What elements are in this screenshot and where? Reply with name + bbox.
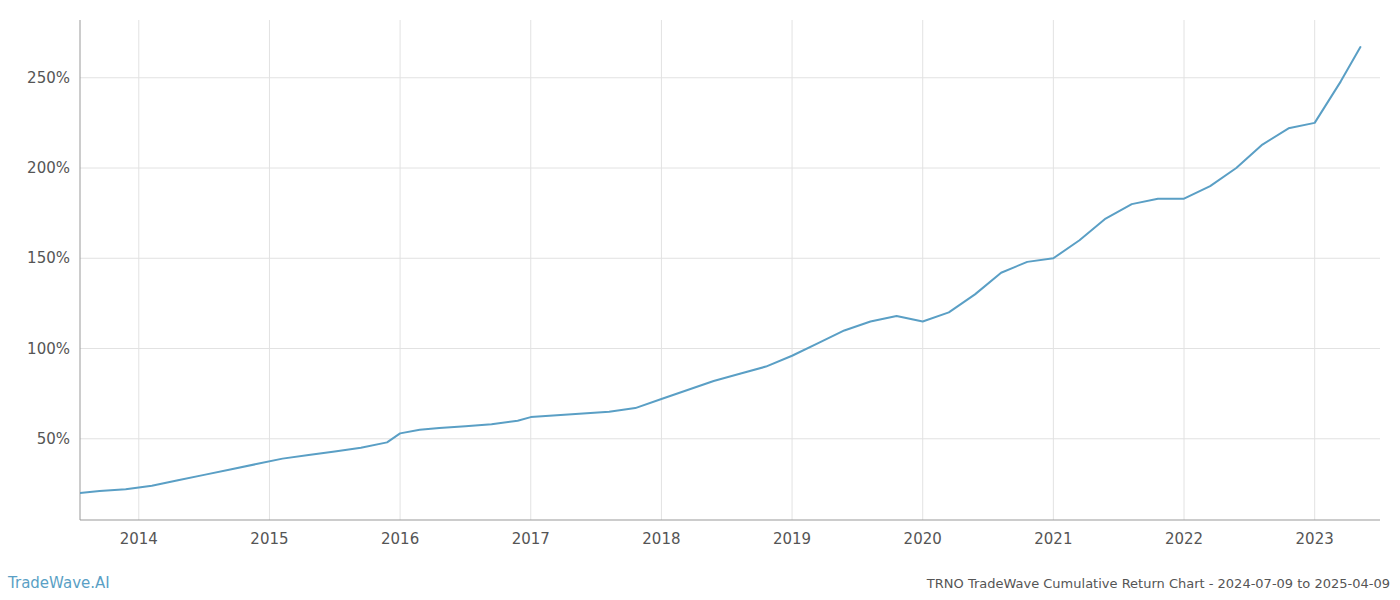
x-tick-label: 2020 — [904, 530, 942, 548]
grid — [80, 20, 1380, 520]
x-grid-line — [400, 20, 401, 520]
x-grid-line — [1053, 20, 1054, 520]
x-tick-label: 2022 — [1165, 530, 1203, 548]
x-tick-label: 2018 — [642, 530, 680, 548]
y-grid-line — [80, 438, 1380, 439]
y-grid-line — [80, 258, 1380, 259]
y-tick-label: 250% — [27, 69, 70, 87]
title: TRNO TradeWave Cumulative Return Chart -… — [926, 576, 1390, 591]
x-tick-label: 2015 — [250, 530, 288, 548]
x-tick-label: 2016 — [381, 530, 419, 548]
x-axis — [80, 520, 1380, 521]
x-grid-line — [269, 20, 270, 520]
x-tick-label: 2014 — [120, 530, 158, 548]
x-tick-label: 2019 — [773, 530, 811, 548]
y-tick-label: 150% — [27, 249, 70, 267]
y-tick-label: 50% — [37, 430, 70, 448]
x-grid-line — [922, 20, 923, 520]
y-tick-label: 100% — [27, 340, 70, 358]
x-tick-label: 2017 — [512, 530, 550, 548]
y-grid-line — [80, 77, 1380, 78]
x-grid-line — [138, 20, 139, 520]
y-grid-line — [80, 168, 1380, 169]
x-grid-line — [530, 20, 531, 520]
x-tick-label: 2023 — [1296, 530, 1334, 548]
x-grid-line — [1184, 20, 1185, 520]
x-grid-line — [661, 20, 662, 520]
x-tick-label: 2021 — [1034, 530, 1072, 548]
chart: 2014 2015 2016 2017 2018 2019 2020 2021 2022 2023… — [0, 0, 1400, 600]
line — [80, 47, 1360, 493]
y-axis — [80, 20, 81, 520]
y-tick-label: 200% — [27, 159, 70, 177]
watermark: TradeWave.AI — [7, 574, 110, 592]
x-grid-line — [1314, 20, 1315, 520]
x-grid-line — [792, 20, 793, 520]
plot-area — [80, 47, 1360, 493]
y-grid-line — [80, 348, 1380, 349]
tick-labels: 2014 2015 2016 2017 2018 2019 2020 2021 2022 2023… — [27, 69, 1334, 548]
